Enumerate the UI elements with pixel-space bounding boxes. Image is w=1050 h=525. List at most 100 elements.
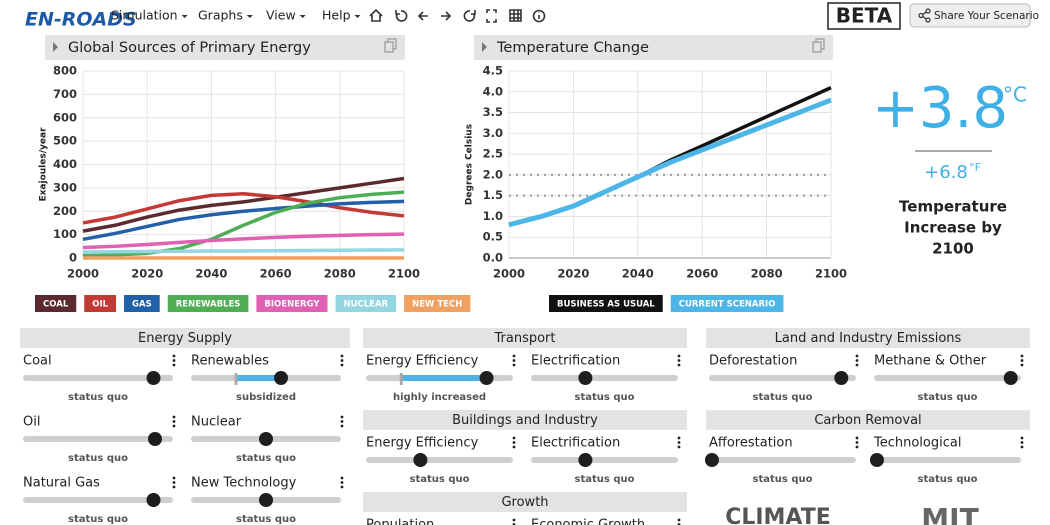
x-tick-label: 2000 — [493, 267, 525, 281]
y-tick-label: 1.0 — [483, 209, 503, 223]
slider-knob[interactable] — [1003, 371, 1018, 385]
redo-icon[interactable] — [463, 10, 476, 22]
slider-menu-dot — [677, 363, 681, 367]
panel-header — [706, 328, 1030, 348]
readout-caption: 2100 — [932, 240, 974, 258]
x-tick-label: 2080 — [324, 267, 356, 281]
home-icon[interactable] — [369, 8, 383, 22]
slider-track[interactable] — [531, 375, 678, 381]
slider-menu-dot — [340, 363, 344, 367]
slider-status: status quo — [918, 392, 978, 403]
panel-header — [706, 410, 1030, 430]
legend-label: NUCLEAR — [344, 300, 389, 310]
slider-track[interactable] — [23, 436, 173, 442]
slider-knob[interactable] — [146, 493, 161, 507]
slider-knob[interactable] — [259, 432, 273, 446]
legend-swatch[interactable] — [549, 295, 663, 312]
slider-knob[interactable] — [869, 453, 884, 467]
menu-caret — [354, 15, 361, 18]
slider-status: status quo — [236, 514, 296, 525]
celsius-unit: °C — [1003, 83, 1027, 107]
slider-menu-dot — [340, 359, 344, 362]
slider-knob[interactable] — [704, 453, 719, 467]
readout-caption: Temperature — [899, 198, 1007, 216]
slider-label: Technological — [873, 436, 961, 451]
share-label[interactable]: Share Your Scenario — [934, 10, 1039, 22]
slider-track[interactable] — [874, 457, 1021, 463]
slider-menu-dot — [855, 359, 859, 362]
series-line — [508, 86, 832, 227]
slider-track[interactable] — [23, 375, 173, 381]
slider-knob[interactable] — [259, 493, 273, 507]
slider-knob[interactable] — [578, 453, 593, 467]
menu-item[interactable]: Simulation — [111, 8, 178, 23]
expand-arrow[interactable] — [482, 42, 487, 52]
slider-status: highly increased — [393, 392, 486, 403]
slider-knob[interactable] — [413, 453, 428, 467]
x-tick-label: 2040 — [195, 267, 227, 281]
slider-knob[interactable] — [148, 432, 162, 446]
legend-swatch[interactable] — [84, 295, 117, 312]
slider-menu-dot — [512, 359, 516, 362]
slider-track[interactable] — [709, 457, 856, 463]
y-tick-label: 800 — [53, 64, 77, 78]
legend-swatch[interactable] — [124, 295, 160, 312]
slider-menu-dot — [677, 359, 681, 362]
slider-menu-dot — [172, 481, 176, 484]
expand-arrow[interactable] — [53, 42, 58, 52]
menu-item[interactable]: Graphs — [198, 8, 243, 23]
slider-knob[interactable] — [146, 371, 161, 385]
temperature-celsius: +3.8 — [872, 76, 1008, 141]
back-icon[interactable] — [417, 11, 428, 21]
slider-knob[interactable] — [274, 371, 288, 385]
forward-icon[interactable] — [441, 11, 452, 21]
legend-swatch[interactable] — [256, 295, 328, 312]
legend-label: RENEWABLES — [176, 300, 241, 310]
slider-track[interactable] — [23, 497, 173, 503]
slider-status: status quo — [918, 474, 978, 485]
panel-title: Land and Industry Emissions — [775, 331, 962, 346]
menu-item[interactable]: View — [266, 8, 296, 23]
info-icon[interactable] — [532, 9, 546, 23]
series-line — [82, 176, 405, 233]
chart-header — [45, 35, 405, 60]
slider-label: Energy Efficiency — [366, 354, 479, 369]
table-icon[interactable] — [509, 9, 522, 22]
slider-menu-dot — [172, 424, 176, 428]
copy-icon[interactable] — [812, 38, 825, 53]
fullscreen-icon[interactable] — [486, 9, 497, 23]
slider-knob[interactable] — [479, 371, 494, 385]
slider-menu-dot — [340, 415, 344, 419]
logo[interactable]: EN-ROADS — [25, 9, 137, 31]
slider-knob[interactable] — [578, 371, 593, 385]
slider-menu-dot — [677, 445, 681, 449]
legend-swatch[interactable] — [167, 295, 249, 312]
copy-icon[interactable] — [384, 38, 397, 53]
legend-swatch[interactable] — [35, 295, 77, 312]
slider-menu-dot — [1020, 363, 1024, 367]
slider-menu-dot — [677, 518, 681, 522]
slider-menu-dot — [1020, 436, 1024, 440]
y-tick-label: 300 — [53, 180, 77, 194]
slider-label: Renewables — [191, 354, 269, 369]
slider-menu-dot — [172, 354, 176, 358]
slider-label: Deforestation — [709, 354, 797, 369]
menu-item[interactable]: Help — [322, 8, 351, 23]
share-button[interactable] — [909, 3, 1031, 28]
legend-swatch[interactable] — [670, 295, 784, 312]
slider-track[interactable] — [709, 375, 856, 381]
legend-swatch[interactable] — [404, 295, 471, 312]
panel-title: Growth — [501, 495, 548, 510]
y-tick-label: 4.0 — [483, 84, 503, 98]
slider-track[interactable] — [366, 457, 513, 463]
slider-track[interactable] — [531, 457, 678, 463]
x-tick-label: 2100 — [388, 267, 420, 281]
panel-header — [363, 410, 687, 430]
slider-knob[interactable] — [834, 371, 849, 385]
undo-icon[interactable] — [395, 10, 408, 22]
y-tick-label: 0.0 — [483, 251, 503, 265]
slider-track[interactable] — [874, 375, 1021, 381]
legend-swatch[interactable] — [335, 295, 397, 312]
slider-status: status quo — [68, 453, 128, 464]
slider-menu-dot — [677, 441, 681, 444]
